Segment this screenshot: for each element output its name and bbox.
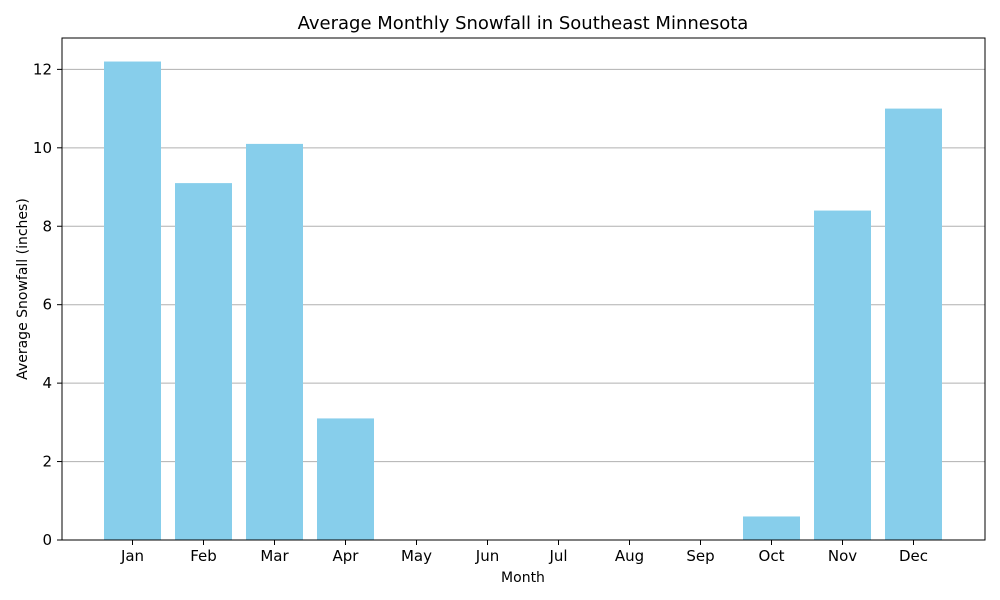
- x-tick-label-jun: Jun: [475, 547, 499, 565]
- y-tick-label-8: 8: [42, 217, 52, 235]
- bar-dec: [885, 108, 942, 540]
- y-tick-label-2: 2: [42, 453, 52, 471]
- x-tick-label-sep: Sep: [686, 547, 714, 565]
- x-tick-label-nov: Nov: [828, 547, 857, 565]
- y-tick-label-6: 6: [42, 296, 52, 314]
- x-axis-ticks: Jan Feb Mar Apr May Jun Jul Aug Sep Oct Nov Dec: [120, 540, 928, 565]
- bar-feb: [175, 183, 232, 540]
- plot-frame: [61, 37, 986, 541]
- bar-jan: [104, 61, 161, 540]
- x-tick-label-dec: Dec: [899, 547, 928, 565]
- x-tick-label-jan: Jan: [120, 547, 144, 565]
- x-tick-label-apr: Apr: [333, 547, 360, 565]
- y-axis-ticks: 0 2 4 6 8 10 12: [33, 60, 62, 549]
- x-tick-label-aug: Aug: [615, 547, 644, 565]
- x-tick-label-feb: Feb: [190, 547, 217, 565]
- x-tick-label-may: May: [401, 547, 432, 565]
- chart-title: Average Monthly Snowfall in Southeast Mi…: [298, 13, 749, 34]
- y-tick-label-0: 0: [42, 531, 52, 549]
- y-tick-label-10: 10: [33, 139, 52, 157]
- y-tick-label-4: 4: [42, 374, 52, 392]
- x-tick-label-mar: Mar: [260, 547, 289, 565]
- y-tick-label-12: 12: [33, 60, 52, 78]
- y-axis-label: Average Snowfall (inches): [15, 198, 31, 380]
- x-tick-label-oct: Oct: [759, 547, 785, 565]
- x-tick-label-jul: Jul: [548, 547, 567, 565]
- bar-apr: [317, 418, 374, 540]
- bar-nov: [814, 210, 871, 540]
- bar-mar: [246, 143, 303, 540]
- x-axis-label: Month: [501, 570, 545, 586]
- bar-oct: [743, 516, 800, 540]
- bars: [104, 61, 942, 540]
